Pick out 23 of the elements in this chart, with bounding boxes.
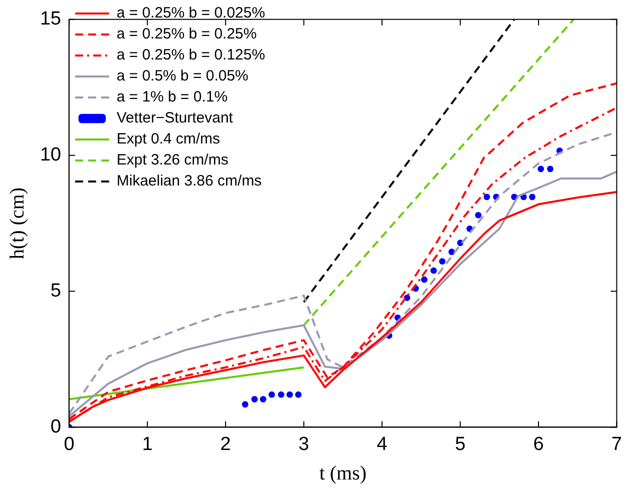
legend-label: Mikaelian 3.86 cm/ms: [116, 172, 262, 190]
y-axis-title: h(t) (cm): [6, 187, 28, 260]
y-tick-label: 10: [40, 144, 62, 166]
legend-label: a = 0.25% b = 0.125%: [116, 46, 266, 64]
x-tick-label: 5: [454, 434, 466, 455]
legend-label: a = 0.5% b = 0.05%: [116, 68, 248, 85]
y-tick-label: 0: [50, 416, 62, 438]
legend-label: Vetter−Sturtevant: [116, 110, 234, 127]
legend-label: a = 0.25% b = 0.25%: [116, 26, 257, 43]
legend-label: a = 0.25% b = 0.025%: [116, 4, 266, 22]
x-axis-title: t (ms): [319, 462, 367, 484]
x-tick-label: 1: [142, 434, 153, 455]
legend-label: a = 1% b = 0.1%: [116, 88, 228, 106]
x-tick-label: 6: [533, 434, 544, 455]
x-tick-label: 7: [611, 434, 622, 455]
legend-label: Expt 3.26 cm/ms: [116, 152, 228, 169]
x-tick-label: 0: [64, 434, 74, 455]
y-tick-label: 15: [40, 8, 62, 30]
y-tick-label: 5: [50, 280, 62, 302]
x-tick-label: 2: [220, 434, 231, 455]
x-tick-label: 3: [298, 434, 310, 455]
legend-label: Expt 0.4 cm/ms: [116, 130, 220, 148]
x-tick-label: 4: [376, 434, 388, 455]
